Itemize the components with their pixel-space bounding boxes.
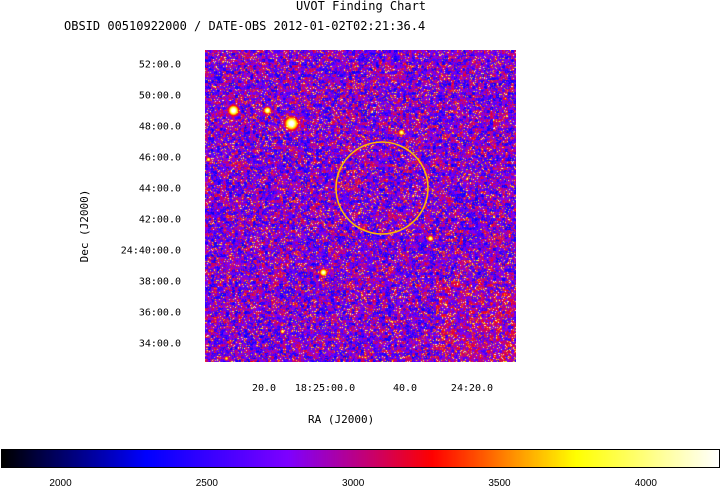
colorbar-tick-label: 2500 — [195, 478, 218, 489]
y-tick-label: 34:00.0 — [138, 338, 181, 350]
y-tick-label: 52:00.0 — [138, 59, 181, 71]
y-tick-label: 38:00.0 — [138, 276, 181, 288]
chart-subtitle: OBSID 00510922000 / DATE-OBS 2012-01-02T… — [64, 19, 426, 33]
x-tick-label: 40.0 — [392, 383, 418, 394]
y-axis-label: Dec (J2000) — [78, 189, 91, 263]
image-plot[interactable] — [205, 50, 516, 362]
colorbar-gradient — [2, 450, 719, 467]
colorbar-tick-label: 4000 — [634, 478, 657, 489]
y-tick-label: 48:00.0 — [138, 121, 181, 133]
colorbar-tick-label: 2000 — [49, 478, 72, 489]
chart-title: UVOT Finding Chart — [295, 0, 427, 13]
y-tick-label: 46:00.0 — [138, 152, 181, 164]
x-axis-label: RA (J2000) — [308, 413, 375, 426]
sky-image — [205, 50, 516, 362]
x-tick-label: 20.0 — [251, 383, 277, 394]
y-tick-label: 24:40:00.0 — [120, 245, 181, 257]
x-tick-label: 24:20.0 — [450, 383, 494, 394]
y-tick-label: 42:00.0 — [138, 214, 181, 226]
y-tick-label: 50:00.0 — [138, 90, 181, 102]
y-tick-label: 44:00.0 — [138, 183, 181, 195]
x-tick-label: 18:25:00.0 — [294, 383, 356, 394]
colorbar-tick-label: 3500 — [488, 478, 511, 489]
colorbar-tick-label: 3000 — [342, 478, 365, 489]
colorbar — [1, 449, 720, 468]
y-tick-label: 36:00.0 — [138, 307, 181, 319]
